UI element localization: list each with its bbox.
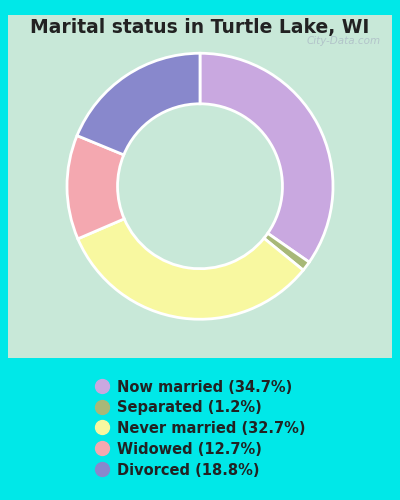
Legend: Now married (34.7%), Separated (1.2%), Never married (32.7%), Widowed (12.7%), D: Now married (34.7%), Separated (1.2%), N…	[95, 380, 305, 478]
Wedge shape	[77, 53, 200, 155]
Text: City-Data.com: City-Data.com	[306, 36, 380, 46]
Wedge shape	[200, 53, 333, 262]
Wedge shape	[264, 234, 309, 270]
Wedge shape	[67, 136, 124, 239]
Wedge shape	[78, 219, 303, 319]
Text: Marital status in Turtle Lake, WI: Marital status in Turtle Lake, WI	[30, 18, 370, 36]
